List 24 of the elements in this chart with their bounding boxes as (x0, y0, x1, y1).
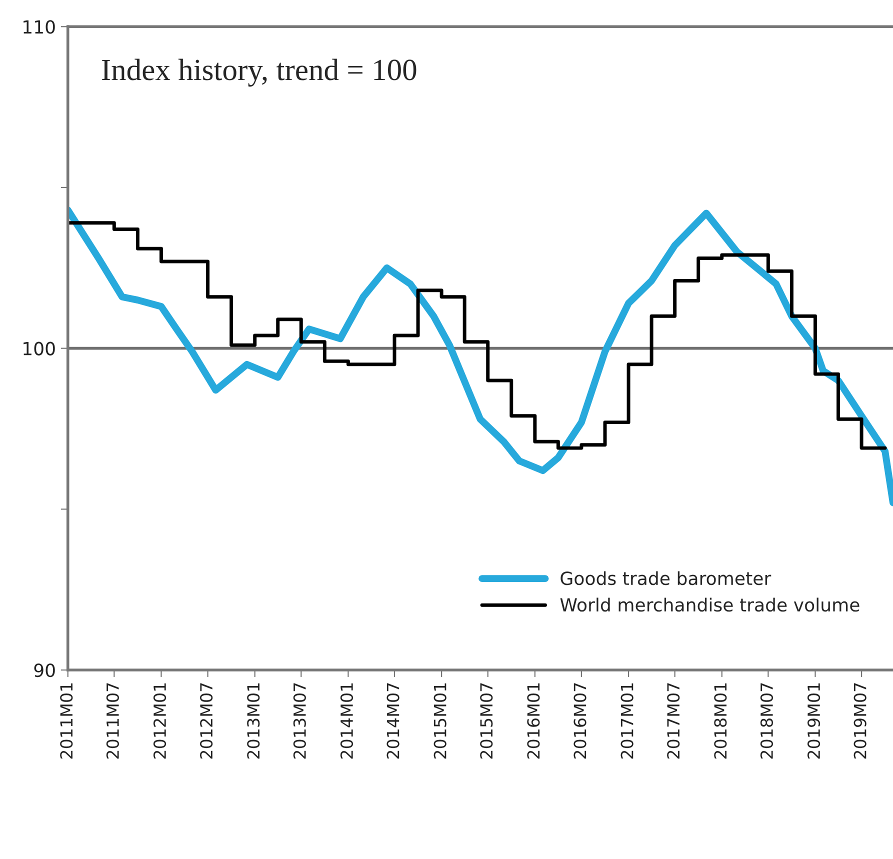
y-tick-label: 90 (34, 663, 55, 678)
x-tick-label: 2011M07 (106, 683, 119, 759)
x-tick-label: 2014M01 (340, 683, 354, 759)
x-tick-label: 2018M01 (714, 683, 727, 759)
x-tick-label: 2015M07 (480, 683, 493, 759)
text: Index history, trend = 100 (102, 58, 416, 87)
x-tick-label: 2017M07 (667, 683, 680, 759)
y-tick-label: 110 (24, 20, 55, 34)
x-tick-label: 2013M01 (247, 683, 260, 759)
legend-label: World merchandise trade volume (560, 598, 860, 612)
x-tick-label: 2016M07 (574, 683, 586, 759)
x-tick-label: 2017M01 (620, 683, 634, 759)
x-tick-label: 2012M07 (200, 683, 213, 759)
x-tick-label: 2016M01 (527, 683, 540, 759)
legend-label: Goods trade barometer (560, 571, 772, 586)
x-tick-label: 2019M07 (854, 683, 866, 759)
x-tick-label: 2019M01 (807, 683, 820, 759)
y-tick-label: 100 (24, 342, 55, 356)
x-tick-label: 2015M01 (434, 683, 446, 759)
x-tick-label: 2012M01 (153, 683, 166, 759)
x-tick-label: 2014M07 (386, 683, 400, 759)
x-tick-label: 2011M01 (60, 683, 73, 759)
x-tick-label: 2018M07 (760, 683, 774, 759)
x-tick-label: 2013M07 (293, 683, 306, 759)
